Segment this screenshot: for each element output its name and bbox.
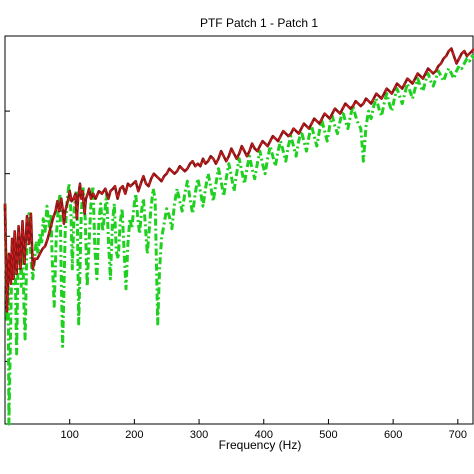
chart-title: PTF Patch 1 - Patch 1 xyxy=(200,16,318,30)
x-axis-label: Frequency (Hz) xyxy=(219,438,302,452)
x-tick-label: 600 xyxy=(384,429,402,441)
series-line-dark-red xyxy=(3,47,474,313)
plot-frame xyxy=(4,35,474,425)
series-line-red-accent xyxy=(4,47,474,312)
x-tick-label: 400 xyxy=(255,429,273,441)
x-tick-label: 700 xyxy=(449,429,467,441)
series-line-green-dashdot xyxy=(3,54,474,426)
x-tick-label: 300 xyxy=(190,429,208,441)
x-tick-label: 100 xyxy=(61,429,79,441)
x-tick-label: 200 xyxy=(125,429,143,441)
x-tick-label: 500 xyxy=(319,429,337,441)
